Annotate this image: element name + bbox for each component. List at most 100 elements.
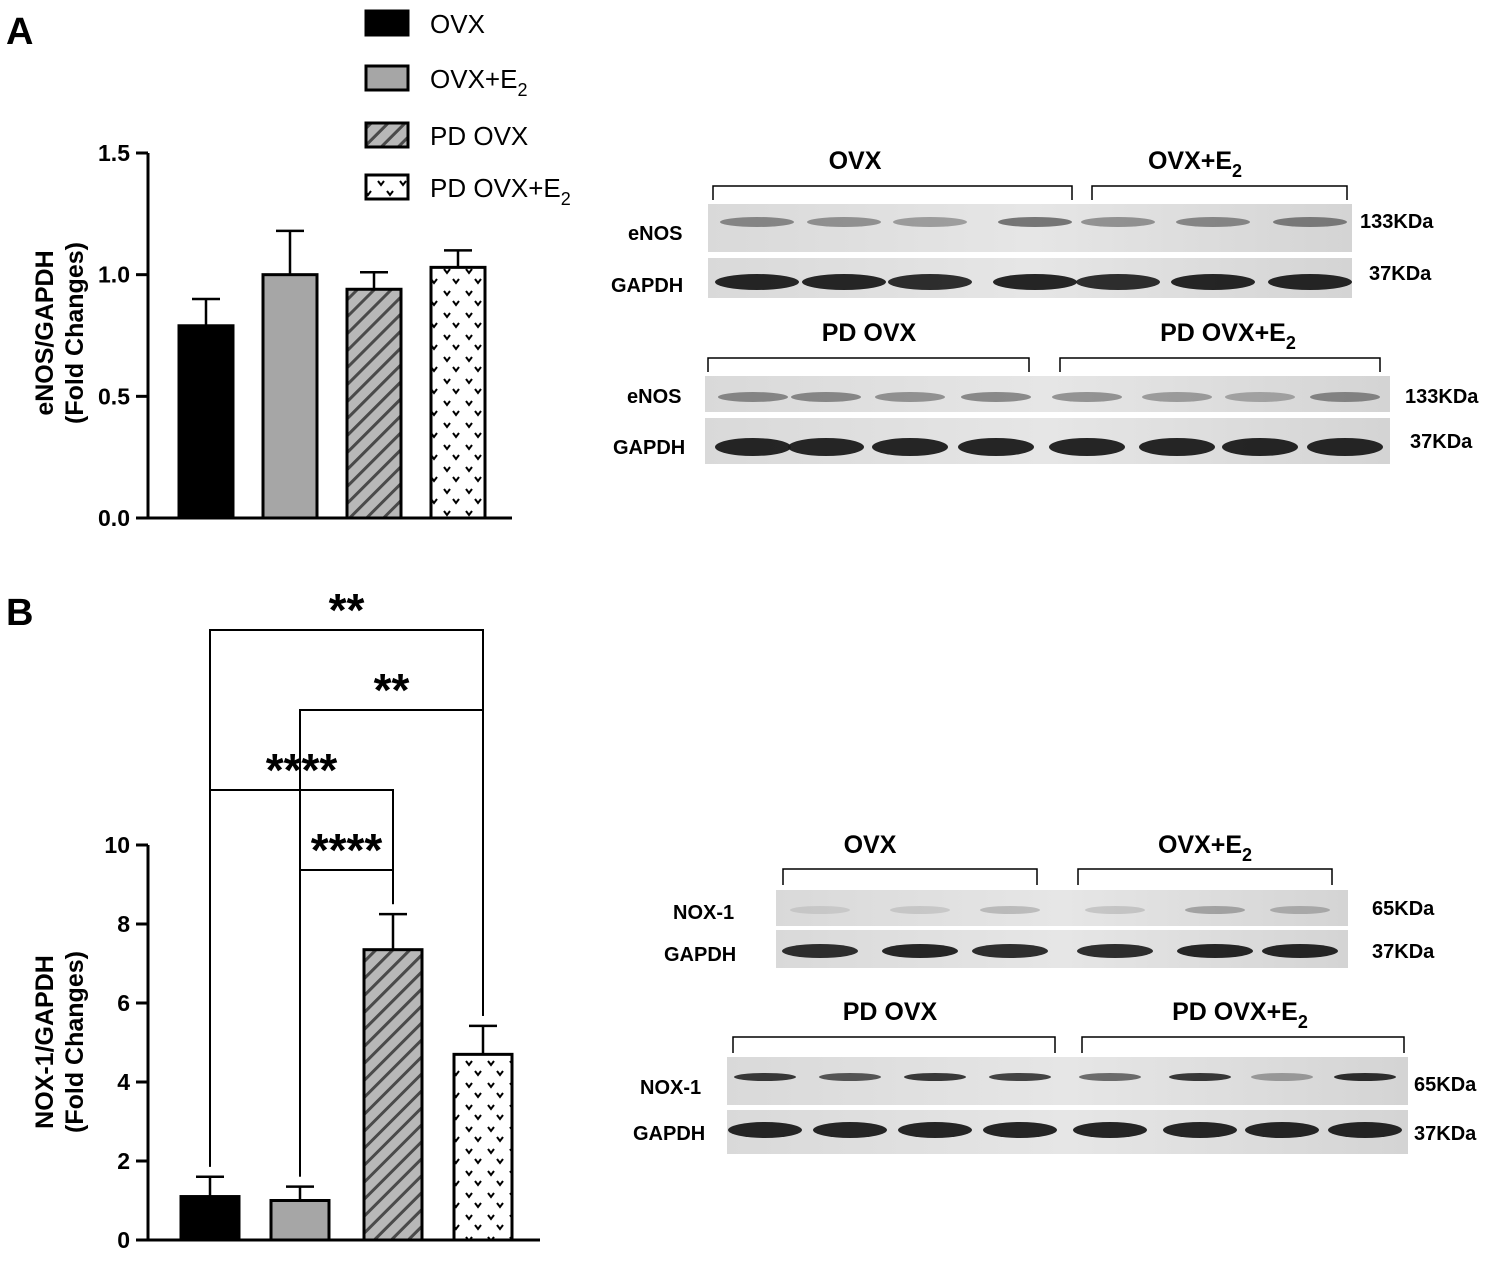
- blot-b-bottom-right-bracket: [1081, 1036, 1405, 1053]
- y-tick-label: 0.5: [98, 383, 130, 409]
- blot-a-bottom-left-bracket: [707, 357, 1030, 372]
- blot-a-bottom-bands: [715, 392, 1383, 456]
- blot-band: [961, 392, 1031, 402]
- blot-b-top-left-group: OVX: [844, 831, 897, 859]
- blot-band: [980, 906, 1040, 914]
- blot-band: [1177, 944, 1253, 958]
- blot-a-bottom-right-bracket: [1059, 357, 1381, 372]
- blot-a-top-kda1: 133KDa: [1360, 211, 1434, 233]
- legend-label-ovx: OVX: [430, 9, 485, 39]
- blot-band: [1225, 392, 1295, 402]
- blot-b-bottom: PD OVX PD OVX+E2 NOX-1 GAPDH 65KDa 37KDa: [633, 998, 1477, 1154]
- blot-band: [734, 1073, 796, 1081]
- blot-a-top-row1-label: eNOS: [628, 223, 682, 245]
- y-tick-label: 1.5: [98, 140, 130, 166]
- legend-label-pd-ovx-e2: PD OVX+E2: [430, 173, 571, 209]
- legend-swatch-pd-ovx: [364, 121, 410, 149]
- blot-b-bottom-bands: [728, 1073, 1402, 1138]
- chart-a-ylabel-line2: (Fold Changes): [61, 242, 89, 424]
- blot-band: [1052, 392, 1122, 402]
- blot-band: [1270, 906, 1330, 914]
- bar-pd-ovx: [362, 948, 424, 1242]
- chart-b-ylabel-line2: (Fold Changes): [61, 951, 89, 1133]
- blot-b-bottom-kda2: 37KDa: [1414, 1123, 1477, 1145]
- blot-a-top-strip-1: [708, 204, 1352, 252]
- blot-band: [718, 392, 788, 402]
- blot-band: [875, 392, 945, 402]
- blot-b-top-row2-label: GAPDH: [664, 944, 736, 966]
- blot-b-bottom-row2-label: GAPDH: [633, 1123, 705, 1145]
- blot-band: [1245, 1122, 1319, 1138]
- blot-band: [819, 1073, 881, 1081]
- legend-label-ovx-e2: OVX+E2: [430, 64, 527, 100]
- significance-label: ****: [266, 744, 338, 796]
- blot-band: [791, 392, 861, 402]
- y-tick-label: 6: [117, 990, 130, 1016]
- legend-swatch-ovx: [364, 9, 410, 37]
- blot-band: [720, 217, 794, 227]
- legend-swatch-pd-ovx-e2: [364, 173, 410, 201]
- blot-band: [1334, 1073, 1396, 1081]
- y-tick-label: 0.0: [98, 505, 130, 531]
- blot-band: [1085, 906, 1145, 914]
- blot-a-bottom-row2-label: GAPDH: [613, 437, 685, 459]
- blot-band: [1262, 944, 1338, 958]
- blot-a-bottom-kda1: 133KDa: [1405, 386, 1479, 408]
- bar-pd-ovx-e2: [452, 1052, 514, 1242]
- blot-band: [1310, 392, 1380, 402]
- legend: OVX OVX+E2 PD OVX PD OVX+E2: [364, 9, 571, 209]
- blot-band: [1079, 1073, 1141, 1081]
- bar-pd-ovx-e2: [429, 265, 487, 520]
- blot-b-top-right-group: OVX+E2: [1158, 831, 1252, 865]
- blot-band: [1169, 1073, 1231, 1081]
- blot-band: [1163, 1122, 1237, 1138]
- blot-band: [1049, 438, 1125, 456]
- blot-a-bottom-row1-label: eNOS: [627, 386, 681, 408]
- blot-band: [972, 944, 1048, 958]
- blot-band: [872, 438, 948, 456]
- significance-label: **: [329, 584, 365, 636]
- blot-a-top-right-bracket: [1091, 185, 1348, 200]
- blot-b-bottom-row1-label: NOX-1: [640, 1077, 701, 1099]
- blot-b-top-kda1: 65KDa: [1372, 898, 1435, 920]
- blot-a-bottom-strip-1: [705, 376, 1390, 412]
- blot-band: [1139, 438, 1215, 456]
- bar-ovx-e2: [269, 1199, 331, 1242]
- blot-band: [1073, 1122, 1147, 1138]
- bar-ovx: [177, 324, 235, 520]
- blot-band: [728, 1122, 802, 1138]
- bar-pd-ovx: [345, 287, 403, 520]
- panel-label-b: B: [6, 592, 33, 634]
- blot-band: [782, 944, 858, 958]
- y-tick-label: 4: [117, 1069, 130, 1095]
- blot-band: [790, 906, 850, 914]
- blot-band: [788, 438, 864, 456]
- y-tick-label: 0: [117, 1227, 130, 1253]
- blot-b-bottom-right-group: PD OVX+E2: [1172, 998, 1308, 1032]
- blot-band: [1185, 906, 1245, 914]
- blot-band: [898, 1122, 972, 1138]
- y-tick-label: 8: [117, 911, 130, 937]
- blot-b-top-strip-1: [776, 890, 1348, 926]
- y-tick-label: 2: [117, 1148, 130, 1174]
- blot-a-bottom-kda2: 37KDa: [1410, 431, 1473, 453]
- blot-b-top: OVX OVX+E2 NOX-1 GAPDH 65KDa 37KDa: [664, 831, 1435, 968]
- blot-b-top-strip-2: [776, 930, 1348, 968]
- blot-b-bottom-strip-1: [727, 1057, 1408, 1105]
- blot-b-top-left-bracket: [782, 868, 1038, 885]
- blot-band: [1307, 438, 1383, 456]
- y-tick-label: 10: [104, 832, 130, 858]
- blot-b-bottom-left-group: PD OVX: [843, 998, 938, 1026]
- blot-band: [1273, 217, 1347, 227]
- blot-a-bottom-right-group: PD OVX+E2: [1160, 319, 1296, 353]
- blot-band: [904, 1073, 966, 1081]
- blot-band: [1176, 217, 1250, 227]
- blot-band: [983, 1122, 1057, 1138]
- legend-label-pd-ovx: PD OVX: [430, 121, 528, 151]
- chart-a: 0.0 0.5 1.0 1.5: [98, 140, 512, 531]
- blot-a-top-bands: [715, 217, 1352, 290]
- blot-a-top: OVX OVX+E2 eNOS GAPDH 133KDa 37KDa: [611, 147, 1434, 298]
- blot-band: [807, 217, 881, 227]
